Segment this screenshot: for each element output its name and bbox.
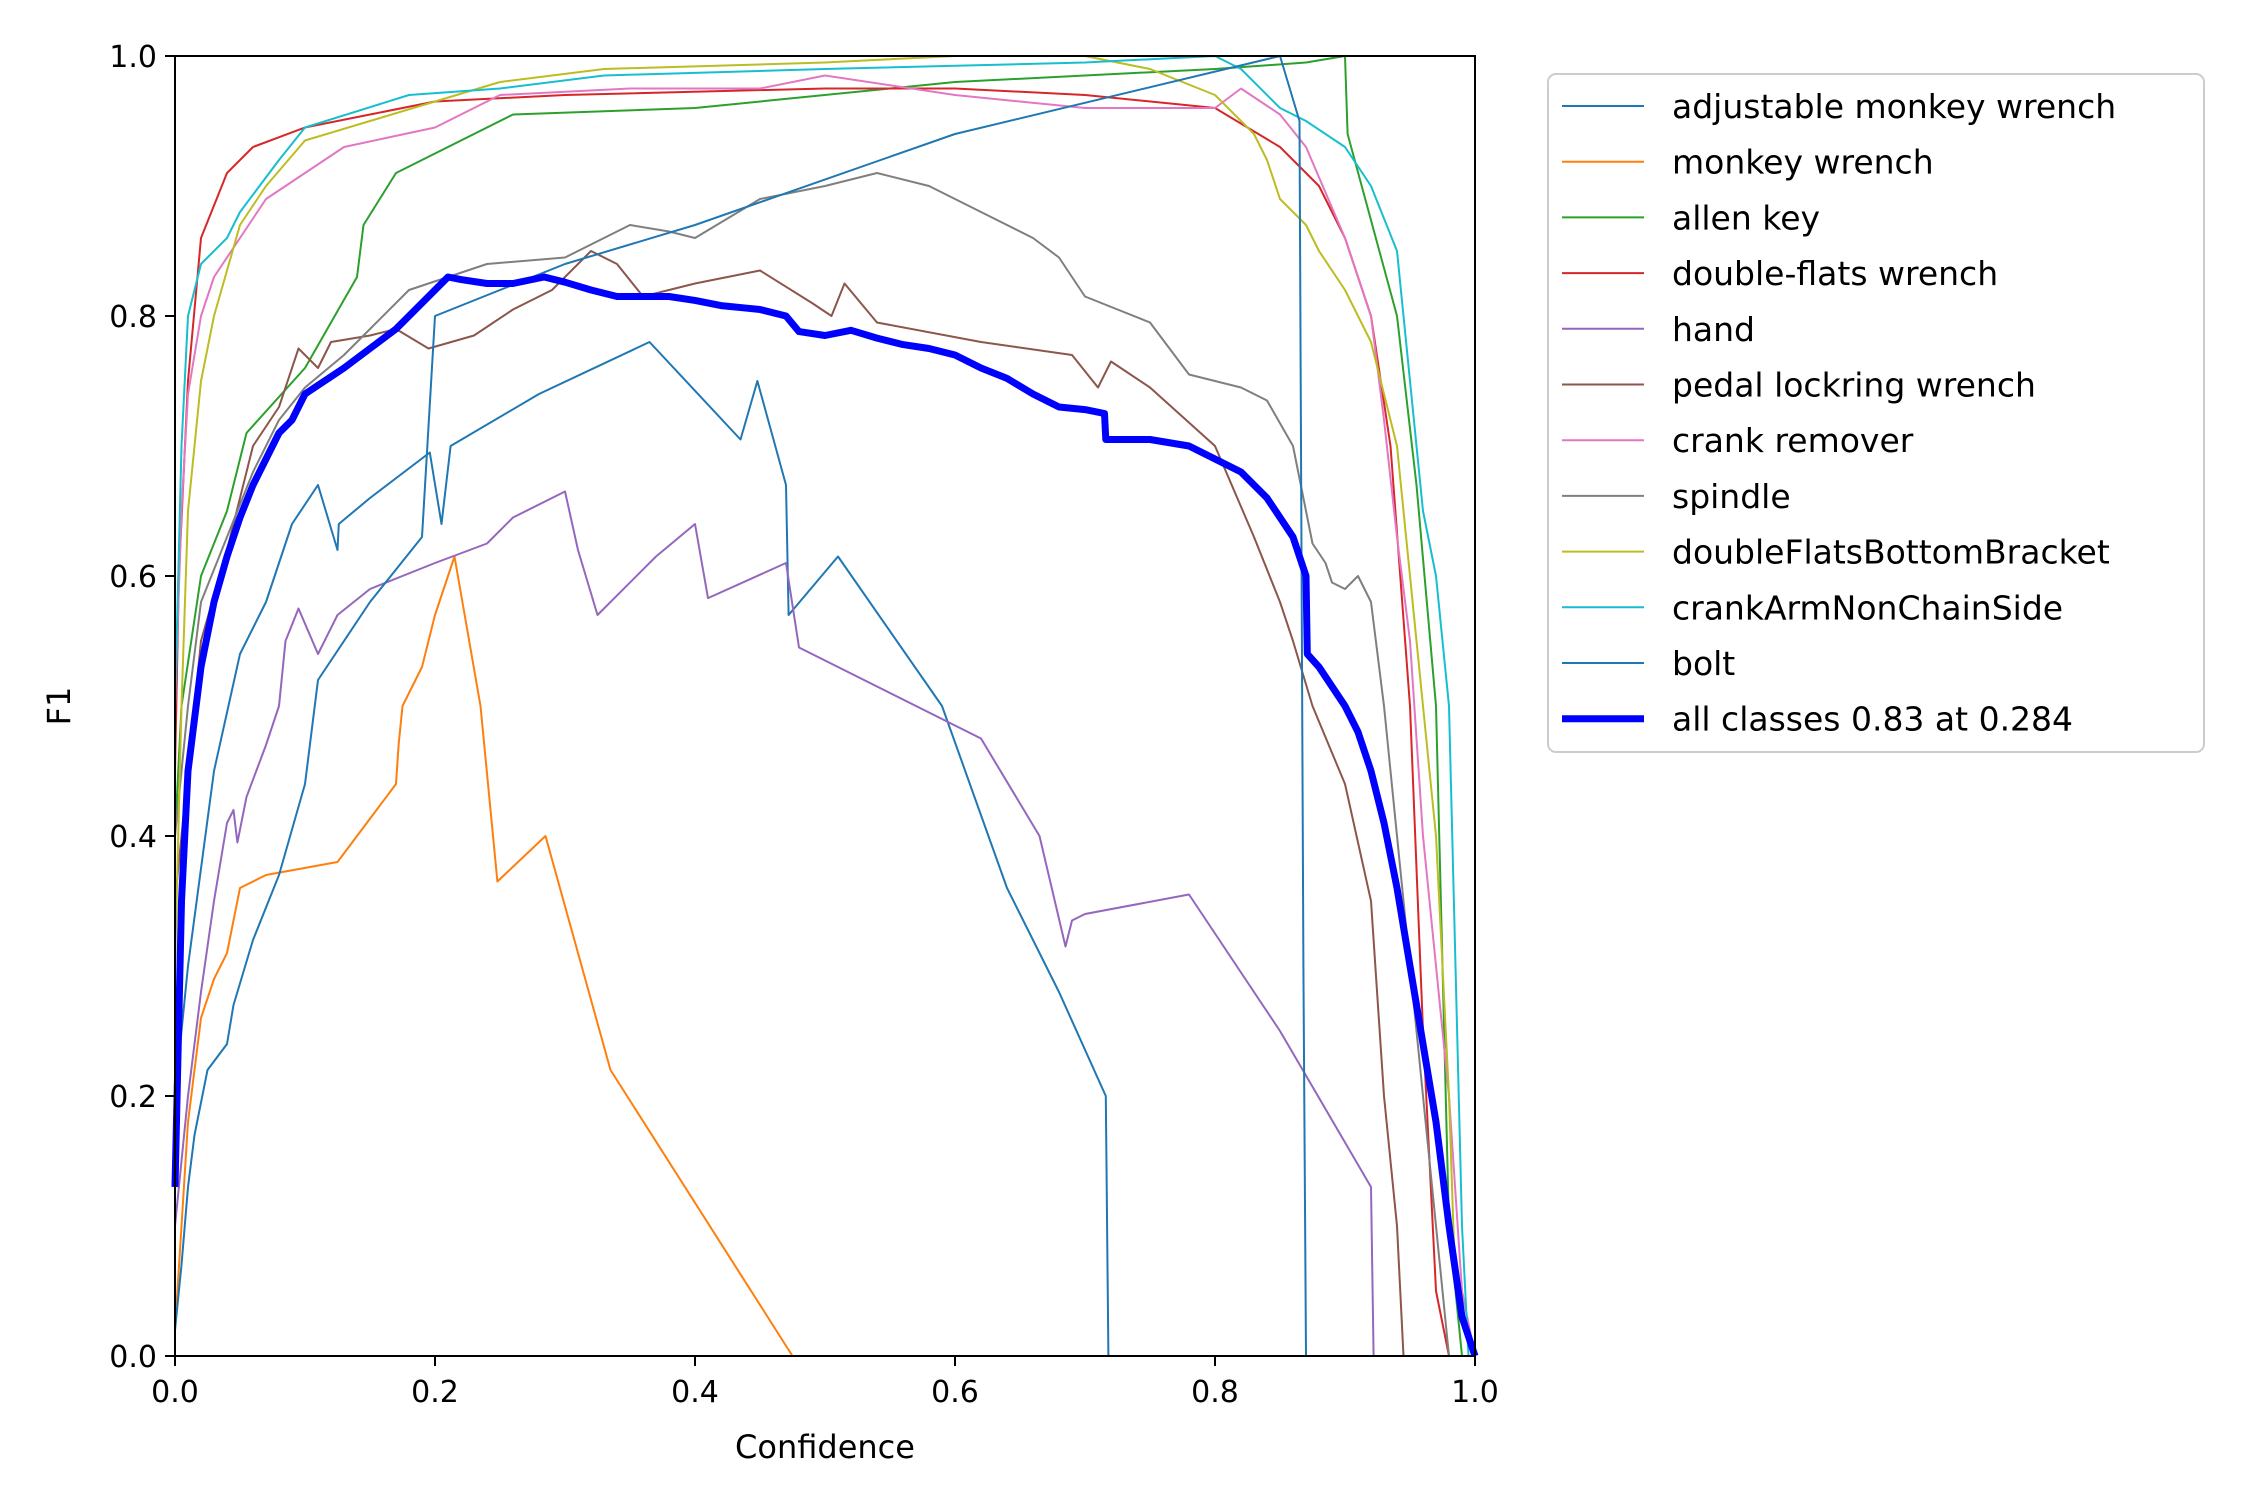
legend-label: hand bbox=[1672, 310, 1755, 349]
y-tick-label: 0.0 bbox=[109, 1340, 157, 1375]
y-tick-label: 0.2 bbox=[109, 1080, 157, 1115]
x-axis-title: Confidence bbox=[735, 1428, 915, 1466]
series-line-8 bbox=[174, 55, 1476, 1357]
plot-frame bbox=[174, 55, 1476, 1357]
x-axis: 0.0 0.2 0.4 0.6 0.8 1.0 bbox=[151, 1356, 1499, 1410]
y-tick-label: 0.4 bbox=[109, 820, 157, 855]
series-line-2 bbox=[174, 55, 1475, 1357]
legend-label: pedal lockring wrench bbox=[1672, 366, 2036, 405]
legend: adjustable monkey wrench monkey wrench all… bbox=[1547, 73, 2205, 753]
x-tick-label: 1.0 bbox=[1451, 1375, 1499, 1410]
legend-label: doubleFlatsBottomBracket bbox=[1672, 533, 2110, 572]
legend-label: double-flats wrench bbox=[1672, 254, 1998, 293]
series-line-4 bbox=[174, 490, 1475, 1357]
legend-label: bolt bbox=[1672, 644, 1735, 683]
legend-label: crank remover bbox=[1672, 421, 1914, 460]
series-line-0 bbox=[174, 341, 1475, 1357]
legend-label: spindle bbox=[1672, 477, 1791, 516]
y-tick-label: 0.8 bbox=[109, 300, 157, 335]
series-line-7 bbox=[174, 172, 1475, 1357]
series-line-3 bbox=[174, 87, 1475, 1357]
x-tick-label: 0.6 bbox=[931, 1375, 979, 1410]
legend-label: monkey wrench bbox=[1672, 143, 1934, 182]
legend-label: crankArmNonChainSide bbox=[1672, 588, 2063, 627]
y-tick-label: 0.6 bbox=[109, 560, 157, 595]
series-line-10 bbox=[174, 55, 1475, 1357]
legend-box bbox=[1547, 73, 2205, 753]
x-tick-label: 0.8 bbox=[1191, 1375, 1239, 1410]
y-axis: 0.0 0.2 0.4 0.6 0.8 1.0 bbox=[109, 40, 175, 1375]
x-tick-label: 0.2 bbox=[411, 1375, 459, 1410]
x-tick-label: 0.4 bbox=[671, 1375, 719, 1410]
legend-label: adjustable monkey wrench bbox=[1672, 87, 2116, 126]
y-tick-label: 1.0 bbox=[109, 40, 157, 75]
legend-label: all classes 0.83 at 0.284 bbox=[1672, 700, 2073, 739]
legend-label: allen key bbox=[1672, 198, 1820, 237]
series-line-6 bbox=[174, 74, 1476, 1357]
y-axis-title: F1 bbox=[40, 687, 78, 726]
series-line-11 bbox=[171, 273, 1479, 1358]
x-tick-label: 0.0 bbox=[151, 1375, 199, 1410]
series-line-1 bbox=[174, 555, 1475, 1357]
